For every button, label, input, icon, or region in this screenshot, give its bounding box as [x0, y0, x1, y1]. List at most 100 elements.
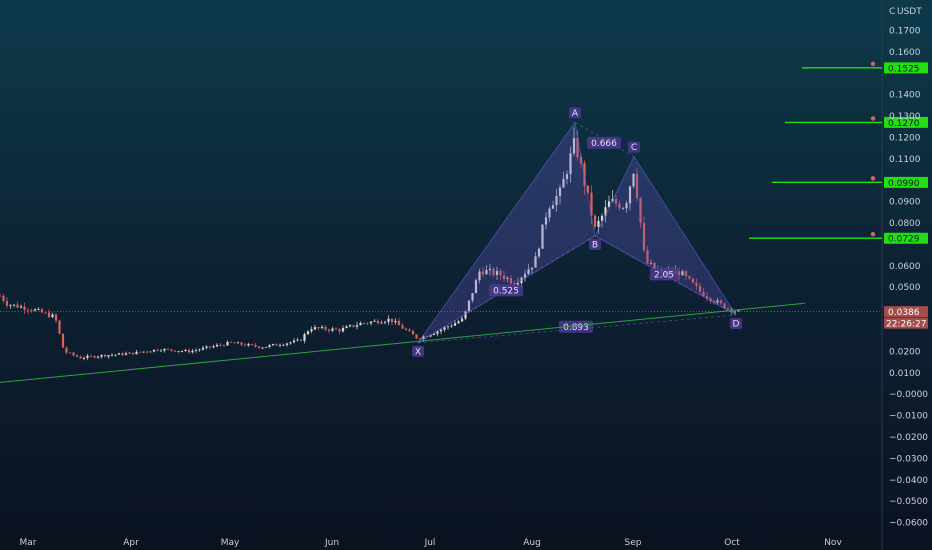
y-tick-label: −0.0500	[889, 497, 928, 507]
candle-body	[268, 345, 271, 347]
candle-body	[471, 293, 474, 301]
x-tick-label: Jul	[424, 538, 436, 548]
y-tick-label: 0.0100	[889, 369, 921, 379]
pattern-ratio[interactable]: 0.893	[559, 320, 593, 333]
candle-body	[341, 328, 345, 332]
candle-body	[691, 278, 695, 283]
candle-body	[439, 329, 443, 332]
trendline[interactable]	[0, 302, 806, 383]
candle-body	[422, 336, 425, 340]
candle-body	[457, 321, 460, 324]
y-tick-label: 0.1300	[889, 112, 921, 122]
candle-body	[173, 350, 177, 352]
y-tick-label: 0.1700	[889, 26, 921, 36]
candle-body	[240, 342, 243, 345]
candle-body	[436, 331, 439, 334]
candle-body	[632, 173, 635, 187]
support-trendline[interactable]	[0, 302, 806, 383]
candle-body	[345, 326, 348, 329]
candle-body	[54, 314, 58, 321]
y-tick-label: 0.0500	[889, 283, 921, 293]
candle-body	[128, 352, 131, 354]
pattern-point-label: D	[733, 320, 740, 330]
candle-body	[530, 267, 534, 270]
pattern-ratio[interactable]: 2.05	[649, 268, 679, 281]
y-tick-label: 0.0800	[889, 219, 921, 229]
currency-prefix: C	[889, 7, 895, 17]
candle-body	[159, 350, 163, 352]
candle-body	[551, 205, 555, 209]
target-value: 0.0729	[888, 235, 920, 245]
x-tick-label: Nov	[824, 538, 842, 548]
candle-body	[607, 201, 611, 208]
target-level[interactable]: 0.1525	[802, 61, 928, 75]
pattern-point-a[interactable]: A	[569, 107, 581, 119]
pattern-point-d[interactable]: D	[730, 318, 742, 330]
candle-body	[537, 248, 541, 257]
candle-body	[639, 197, 642, 223]
candle-body	[138, 351, 142, 353]
time-axis[interactable]: Mar Apr May Jun Jul Aug Sep Oct Nov	[20, 538, 843, 548]
candle-body	[275, 344, 278, 346]
candle-body	[254, 344, 257, 347]
pattern-point-x[interactable]: X	[412, 345, 424, 358]
candle-body	[163, 348, 166, 351]
target-lines[interactable]: 0.1525 0.1270 0.0990 0.0729	[749, 61, 928, 245]
candle-body	[369, 321, 373, 324]
candle-body	[110, 354, 114, 356]
currency-label[interactable]: USDT	[897, 7, 922, 17]
pattern-ratio-label: 0.525	[493, 286, 519, 296]
candle-body	[142, 351, 145, 353]
candle-body	[380, 322, 383, 324]
pattern-ratio-label: 2.05	[654, 270, 674, 280]
pattern-point-c[interactable]: C	[628, 141, 640, 154]
candle-body	[0, 295, 2, 297]
pattern-point-b[interactable]: B	[589, 238, 601, 251]
candle-body	[320, 326, 324, 329]
candle-body	[467, 300, 471, 311]
candle-body	[33, 309, 37, 311]
candle-body	[387, 318, 390, 322]
candle-body	[261, 347, 264, 349]
candle-body	[58, 320, 61, 334]
candle-body	[100, 355, 103, 357]
candle-body	[688, 276, 691, 279]
candle-body	[432, 333, 436, 335]
candle-body	[397, 321, 401, 326]
candle-body	[509, 278, 513, 284]
pattern-ratio[interactable]: 0.666	[587, 136, 621, 149]
candle-body	[208, 346, 212, 348]
candle-body	[257, 346, 261, 348]
candle-body	[359, 323, 362, 326]
candle-body	[205, 346, 208, 348]
candle-body	[355, 325, 359, 327]
candle-body	[541, 224, 544, 249]
alert-icon	[870, 176, 876, 181]
xabcd-pattern[interactable]: X A B C D 0.666 0.525 2.05 0.893	[412, 107, 742, 357]
target-level[interactable]: 0.0729	[749, 231, 928, 245]
candle-body	[96, 356, 100, 358]
y-tick-label: −0.0300	[889, 454, 928, 464]
target-value: 0.0990	[888, 179, 920, 189]
candle-body	[653, 262, 656, 269]
candle-body	[558, 187, 562, 196]
pattern-ratio[interactable]: 0.525	[489, 284, 523, 297]
target-level[interactable]: 0.0990	[772, 176, 928, 189]
candle-body	[338, 329, 341, 332]
candle-body	[572, 138, 576, 154]
candle-body	[562, 178, 565, 188]
candle-body	[415, 334, 418, 339]
candle-body	[177, 351, 180, 352]
current-price-value: 0.0386	[888, 308, 920, 318]
candle-body	[576, 138, 579, 158]
candle-body	[89, 355, 93, 357]
candle-body	[82, 358, 86, 359]
candle-body	[523, 274, 527, 278]
candle-body	[499, 270, 502, 276]
target-level[interactable]: 0.1270	[785, 116, 928, 129]
price-axis[interactable]: 0.1700 0.1600 0.1400 0.1300 0.1200 0.1100 0.09…	[889, 26, 928, 528]
candle-body	[233, 342, 236, 344]
candle-body	[152, 349, 156, 352]
candle-body	[646, 250, 649, 264]
